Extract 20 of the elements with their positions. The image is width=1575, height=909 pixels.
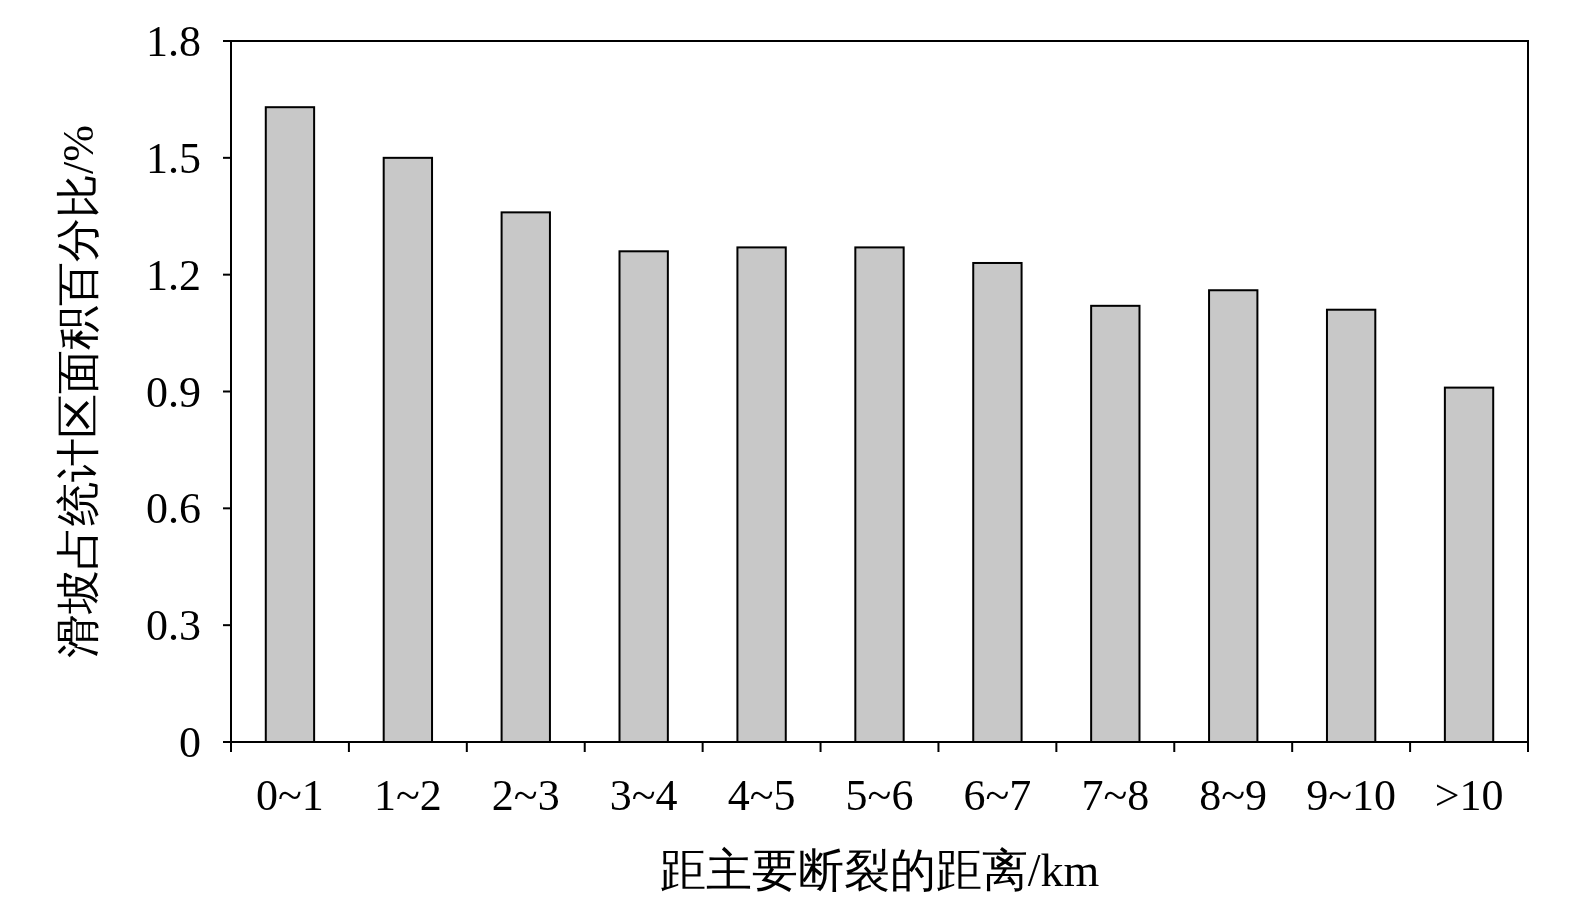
x-tick-label: 3~4	[609, 771, 678, 820]
x-tick-label: 8~9	[1199, 771, 1268, 820]
x-axis-title: 距主要断裂的距离/km	[659, 845, 1100, 896]
x-tick-label: 9~10	[1306, 771, 1397, 820]
y-tick-label: 0.9	[146, 367, 201, 417]
x-tick-label: >10	[1434, 771, 1504, 820]
x-tick-label: 4~5	[727, 771, 796, 820]
y-tick-label: 1.2	[146, 250, 201, 300]
y-tick-label: 1.8	[146, 17, 201, 66]
x-tick-label: 0~1	[256, 771, 324, 820]
y-tick-label: 0.6	[146, 484, 201, 534]
x-tick-label: 5~6	[845, 771, 914, 820]
x-tick-label: 1~2	[373, 771, 442, 820]
x-tick-label: 6~7	[963, 771, 1032, 820]
y-tick-label: 1.5	[146, 133, 201, 183]
x-tick-label: 2~3	[491, 771, 560, 820]
y-tick-label: 0	[179, 718, 201, 767]
y-tick-label: 0.3	[146, 601, 201, 651]
x-tick-label: 7~8	[1081, 771, 1150, 820]
y-axis-title: 滑坡占统计区面积百分比/%	[54, 125, 103, 658]
